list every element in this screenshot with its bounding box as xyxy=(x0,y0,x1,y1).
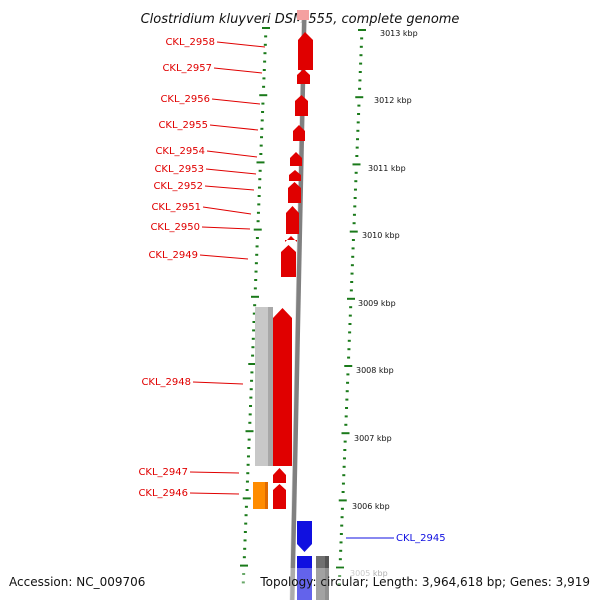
gene-arrow-ckl-2946[interactable] xyxy=(273,484,286,509)
gray-feature-bar-shade xyxy=(268,307,273,466)
leader-line-forward xyxy=(202,206,252,215)
kbp-label-3012: 3012 kbp xyxy=(374,96,412,105)
accession-text: Accession: NC_009706 xyxy=(9,575,145,589)
label-ckl-2947[interactable]: CKL_2947 xyxy=(138,467,188,478)
orange-rna-feature[interactable] xyxy=(253,482,268,509)
leader-line-forward xyxy=(216,41,266,48)
gene-arrow-ckl-2949[interactable] xyxy=(281,245,296,277)
gene-arrow-ckl-2948[interactable] xyxy=(273,308,292,466)
leader-line-forward xyxy=(189,492,240,495)
gene-arrow-ckl-2945[interactable] xyxy=(297,521,312,552)
orange-rna-feature-shade xyxy=(265,482,268,509)
leader-line-forward xyxy=(201,226,251,230)
label-ckl-2949[interactable]: CKL_2949 xyxy=(148,250,198,261)
label-ckl-2952[interactable]: CKL_2952 xyxy=(153,181,203,192)
gene-labels: CKL_2958 CKL_2957 CKL_2956 CKL_2955 CKL_… xyxy=(138,37,445,544)
gray-feature-bottom-shade xyxy=(325,556,329,600)
label-ckl-2953[interactable]: CKL_2953 xyxy=(154,164,204,175)
label-ckl-2950[interactable]: CKL_2950 xyxy=(150,222,200,233)
gene-arrow-ckl-2957[interactable] xyxy=(297,69,310,84)
label-ckl-2951[interactable]: CKL_2951 xyxy=(151,202,201,213)
leader-line-forward xyxy=(189,471,240,474)
gene-arrow-partial-top[interactable] xyxy=(297,10,309,20)
leader-line-forward xyxy=(206,150,258,158)
label-ckl-2948[interactable]: CKL_2948 xyxy=(141,377,191,388)
gene-arrow-ckl-2950[interactable] xyxy=(285,236,297,242)
kbp-label-3013: 3013 kbp xyxy=(380,29,418,38)
gene-arrow-ckl-2958[interactable] xyxy=(298,32,313,70)
gene-arrow-ckl-2956[interactable] xyxy=(295,95,308,116)
kbp-label-3009: 3009 kbp xyxy=(358,299,396,308)
label-ckl-2954[interactable]: CKL_2954 xyxy=(155,146,205,157)
gene-arrow-ckl-2952[interactable] xyxy=(288,182,301,203)
label-ckl-2955[interactable]: CKL_2955 xyxy=(158,120,208,131)
leader-line-forward xyxy=(204,185,255,191)
gene-arrow-ckl-2951[interactable] xyxy=(286,206,299,234)
outer-tick-ring xyxy=(335,29,366,586)
gene-box-reverse-bottom[interactable] xyxy=(297,556,312,600)
leader-line-forward xyxy=(205,168,257,175)
label-ckl-2946[interactable]: CKL_2946 xyxy=(138,488,188,499)
gene-features xyxy=(253,32,329,600)
leader-line-forward xyxy=(192,381,244,385)
kbp-label-3008: 3008 kbp xyxy=(356,366,394,375)
leader-line-forward xyxy=(213,67,263,74)
gene-arrow-ckl-2953[interactable] xyxy=(289,170,301,181)
label-ckl-2945[interactable]: CKL_2945 xyxy=(396,533,446,544)
gene-arrow-ckl-2954[interactable] xyxy=(290,152,302,166)
label-ckl-2956[interactable]: CKL_2956 xyxy=(160,94,210,105)
inner-tick-ring xyxy=(239,27,270,584)
genome-summary-text: Topology: circular; Length: 3,964,618 bp… xyxy=(259,575,590,589)
kbp-label-3010: 3010 kbp xyxy=(362,231,400,240)
kbp-label-3007: 3007 kbp xyxy=(354,434,392,443)
kbp-label-3011: 3011 kbp xyxy=(368,164,406,173)
kbp-label-3005: 3005 kbp xyxy=(350,569,388,578)
label-ckl-2958[interactable]: CKL_2958 xyxy=(165,37,215,48)
bottom-fade xyxy=(240,568,370,600)
label-ckl-2957[interactable]: CKL_2957 xyxy=(162,63,212,74)
gene-arrow-ckl-2947[interactable] xyxy=(273,468,286,483)
leader-line-forward xyxy=(199,254,249,260)
leader-line-forward xyxy=(209,124,259,131)
leader-line-forward xyxy=(211,98,261,105)
gene-arrow-ckl-2955[interactable] xyxy=(293,125,305,141)
label-leaders xyxy=(189,41,394,539)
kbp-scale: 3013 kbp 3012 kbp 3011 kbp 3010 kbp 3009… xyxy=(350,29,418,578)
kbp-label-3006: 3006 kbp xyxy=(352,502,390,511)
